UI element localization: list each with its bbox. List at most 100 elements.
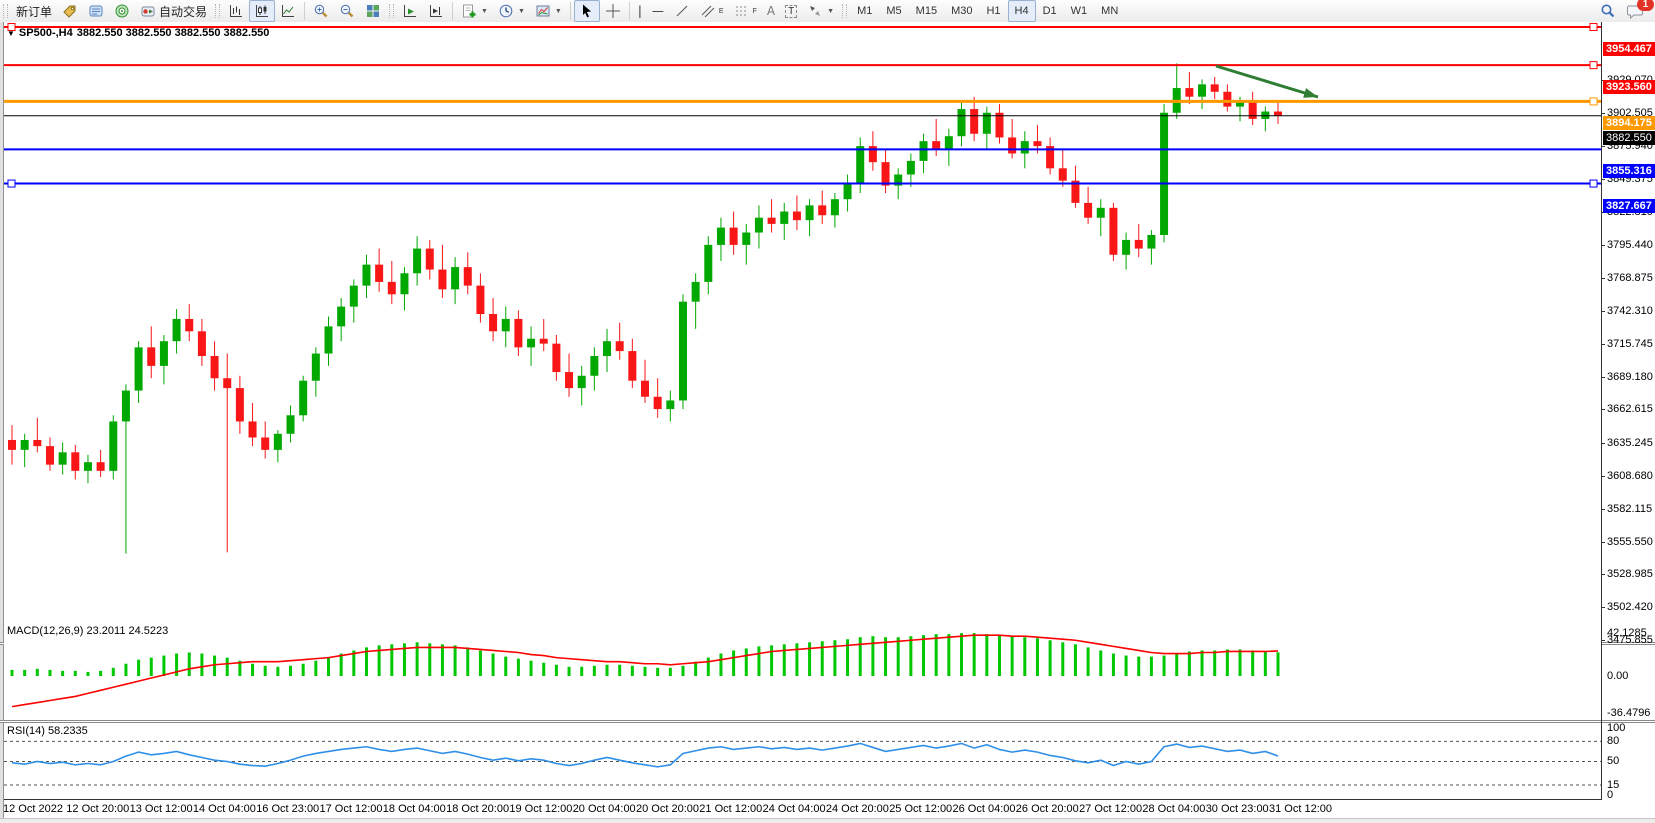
time-axis-label: 26 Oct 20:00 <box>1015 803 1079 815</box>
fibonacci-tool-button[interactable]: F <box>729 0 762 22</box>
auto-trading-button[interactable]: 自动交易 <box>135 0 212 22</box>
candle-body <box>451 267 460 290</box>
zoom-out-button[interactable] <box>334 0 360 22</box>
line-handle[interactable] <box>7 22 16 31</box>
line-handle[interactable] <box>1589 179 1598 188</box>
timeframe-m30[interactable]: M30 <box>951 5 973 17</box>
chart-title[interactable]: ▼ SP500-,H4 3882.550 3882.550 3882.550 3… <box>7 27 269 39</box>
candle-body <box>1109 207 1118 255</box>
macd-histogram-bar <box>504 656 508 676</box>
toolbar-separator <box>569 2 571 20</box>
time-axis-label: 13 Oct 12:00 <box>129 803 193 815</box>
periods-button[interactable]: ▼ <box>493 0 530 22</box>
line-chart-mode-button[interactable] <box>275 0 301 22</box>
bar-chart-mode-button[interactable] <box>223 0 249 22</box>
time-axis-label: 12 Oct 2022 <box>3 803 63 815</box>
candle-body <box>1058 168 1067 181</box>
price-tick-mark <box>1601 607 1605 609</box>
text-label-icon: T <box>785 4 798 18</box>
rsi-label: RSI(14) 58.2335 <box>7 725 88 737</box>
macd-histogram-bar <box>592 665 596 676</box>
macd-name: MACD(12,26,9) <box>7 625 84 637</box>
notifications-button[interactable]: 1 <box>1621 0 1654 22</box>
price-tick-label: 3608.680 <box>1607 469 1653 482</box>
dropdown-caret-icon: ▼ <box>554 7 562 15</box>
trend-arrow-line[interactable] <box>1215 64 1319 99</box>
timeframe-m5[interactable]: M5 <box>886 5 902 17</box>
macd-histogram-bar <box>1213 650 1217 676</box>
text-label-tool-button[interactable]: T <box>780 0 802 22</box>
rsi-indicator-pane[interactable] <box>4 723 1601 799</box>
line-handle[interactable] <box>7 179 16 188</box>
horizontal-line-tool-button[interactable]: — <box>647 0 669 22</box>
timeframe-h1[interactable]: H1 <box>986 5 1001 17</box>
candle-body <box>1198 84 1207 97</box>
line-handle[interactable] <box>1589 61 1598 70</box>
candle-body <box>919 141 928 161</box>
arrows-tool-button[interactable]: ▼ <box>802 0 839 22</box>
rsi-scale-label: 0 <box>1607 789 1614 801</box>
chart-shift-button[interactable] <box>423 0 449 22</box>
macd-histogram-bar <box>1149 656 1153 676</box>
candlestick-mode-button[interactable] <box>249 0 276 22</box>
candle-body <box>1084 202 1093 218</box>
time-axis-label: 16 Oct 23:00 <box>256 803 320 815</box>
rsi-name: RSI(14) <box>7 725 45 737</box>
price-tick-mark <box>1601 178 1605 180</box>
timeframe-d1[interactable]: D1 <box>1042 5 1057 17</box>
candle-body <box>1261 111 1270 119</box>
price-tick-mark <box>1601 475 1605 477</box>
timeframe-h4[interactable]: H4 <box>1007 0 1036 22</box>
candle-body <box>223 378 232 389</box>
macd-histogram-bar <box>466 647 470 676</box>
candle-body <box>324 326 333 354</box>
macd-histogram-bar <box>301 663 305 676</box>
navigator-button[interactable] <box>109 0 135 22</box>
trendline-tool-button[interactable] <box>669 0 695 22</box>
line-handle[interactable] <box>1589 97 1598 106</box>
main-chart-pane[interactable] <box>4 22 1601 620</box>
indicators-button[interactable]: ▼ <box>456 0 493 22</box>
tile-windows-button[interactable] <box>360 0 386 22</box>
zoom-in-button[interactable] <box>308 0 334 22</box>
macd-indicator-pane[interactable] <box>4 623 1601 720</box>
templates-button[interactable]: ▼ <box>530 0 567 22</box>
channel-e-glyph: E <box>718 7 724 15</box>
timeframe-m15[interactable]: M15 <box>915 5 938 17</box>
candle-body <box>1008 137 1017 154</box>
market-watch-button[interactable] <box>57 0 83 22</box>
timeframe-m1[interactable]: M1 <box>857 5 873 17</box>
macd-histogram-bar <box>251 663 255 676</box>
rsi-pane-splitter[interactable] <box>0 720 1655 723</box>
vertical-line-tool-button[interactable]: | <box>633 0 647 22</box>
candle-body <box>514 318 523 348</box>
macd-histogram-bar <box>1137 656 1141 676</box>
cursor-tool-button[interactable] <box>573 0 600 22</box>
new-order-button[interactable]: 新订单 <box>11 0 57 22</box>
text-tool-button[interactable]: A <box>762 0 780 22</box>
candle-body <box>716 227 725 245</box>
candle-body <box>463 267 472 286</box>
macd-histogram-bar <box>972 633 976 676</box>
equidistant-channel-icon <box>701 5 715 18</box>
channel-tool-button[interactable]: E <box>695 0 729 22</box>
macd-histogram-bar <box>668 667 672 676</box>
time-axis-label: 18 Oct 20:00 <box>446 803 510 815</box>
candle-body <box>121 390 130 422</box>
macd-histogram-bar <box>314 660 318 676</box>
timeframe-mn[interactable]: MN <box>1101 5 1119 17</box>
macd-histogram-bar <box>187 652 191 676</box>
crosshair-tool-button[interactable] <box>600 0 626 22</box>
search-button[interactable] <box>1595 0 1621 22</box>
macd-histogram-bar <box>137 659 141 676</box>
price-tick-mark <box>1601 145 1605 147</box>
candle-body <box>197 331 206 357</box>
data-window-button[interactable] <box>83 0 109 22</box>
candle-body <box>1134 239 1143 249</box>
line-handle[interactable] <box>1589 22 1598 31</box>
candle-body <box>678 301 687 401</box>
timeframe-w1[interactable]: W1 <box>1070 5 1088 17</box>
macd-histogram-bar <box>896 637 900 676</box>
candle-body <box>615 341 624 352</box>
auto-scroll-button[interactable] <box>397 0 423 22</box>
